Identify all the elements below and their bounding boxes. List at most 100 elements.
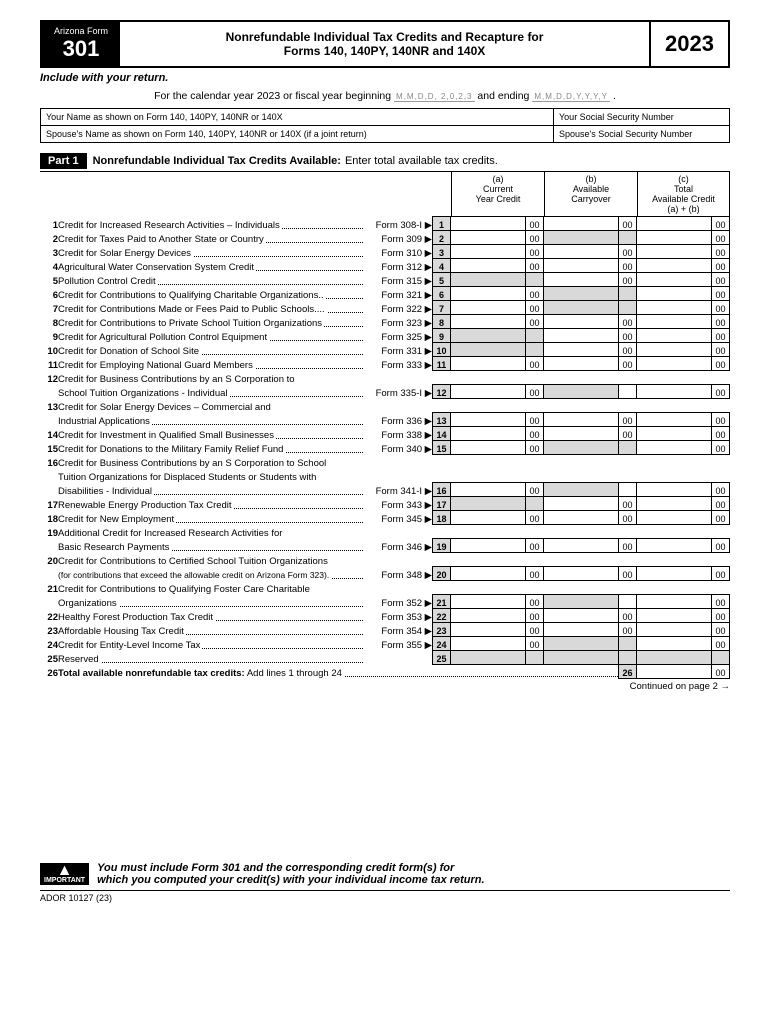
amt-b-input[interactable] (544, 637, 619, 651)
amt-a-input[interactable] (451, 273, 526, 287)
amt-c-input[interactable] (637, 329, 712, 343)
amt-a-input[interactable] (451, 287, 526, 301)
amt-a-input[interactable] (451, 595, 526, 609)
amt-a-input[interactable] (451, 329, 526, 343)
credit-row: 9 Credit for Agricultural Pollution Cont… (40, 329, 730, 343)
amt-a-input[interactable] (451, 357, 526, 371)
amt-c-input[interactable] (637, 245, 712, 259)
amt-a-input[interactable] (451, 609, 526, 623)
amt-c-input[interactable] (637, 483, 712, 497)
credit-row: 6 Credit for Contributions to Qualifying… (40, 287, 730, 301)
credit-row: 4 Agricultural Water Conservation System… (40, 259, 730, 273)
amt-c-input[interactable] (637, 637, 712, 651)
amt-b-input[interactable] (544, 511, 619, 525)
amt-a-input[interactable] (451, 231, 526, 245)
amt-c-input[interactable] (637, 497, 712, 511)
amt-c-input[interactable] (637, 343, 712, 357)
amt-b-input[interactable] (544, 273, 619, 287)
amt-b-input[interactable] (544, 567, 619, 581)
amt-c-input[interactable] (637, 511, 712, 525)
amt-c-input[interactable] (637, 273, 712, 287)
amt-b-input[interactable] (544, 539, 619, 553)
amt-a-input[interactable] (451, 441, 526, 455)
amt-c-input[interactable] (637, 217, 712, 231)
amt-c-input[interactable] (637, 357, 712, 371)
amt-c-input[interactable] (637, 315, 712, 329)
spouse-ssn-field[interactable]: Spouse's Social Security Number (554, 126, 729, 142)
include-note: Include with your return. (40, 72, 730, 84)
credit-row: 10 Credit for Donation of School Site Fo… (40, 343, 730, 357)
amt-a-input[interactable] (451, 637, 526, 651)
amt-c-input[interactable] (637, 567, 712, 581)
amt-b-input[interactable] (544, 287, 619, 301)
credit-row: 17 Renewable Energy Production Tax Credi… (40, 497, 730, 511)
total-amt-input[interactable] (637, 665, 712, 679)
amt-b-input[interactable] (544, 427, 619, 441)
fiscal-begin-input[interactable]: M,M,D,D, 2,0,2,3 (394, 92, 474, 102)
amt-c-input[interactable] (637, 259, 712, 273)
amt-b-input[interactable] (544, 301, 619, 315)
amt-b-input[interactable] (544, 385, 619, 399)
amt-c-input[interactable] (637, 539, 712, 553)
credit-row: Basic Research Payments Form 346 ▶ 19 00… (40, 539, 730, 553)
credit-row: 22 Healthy Forest Production Tax Credit … (40, 609, 730, 623)
amt-b-input[interactable] (544, 245, 619, 259)
amt-a-input[interactable] (451, 343, 526, 357)
amt-b-input[interactable] (544, 441, 619, 455)
amt-a-input[interactable] (451, 539, 526, 553)
amt-c-input[interactable] (637, 287, 712, 301)
amt-a-input[interactable] (451, 483, 526, 497)
amt-a-input[interactable] (451, 315, 526, 329)
col-b-header: (b) Available Carryover (544, 172, 637, 216)
amt-b-input[interactable] (544, 357, 619, 371)
credit-row: 5 Pollution Control Credit Form 315 ▶ 5 … (40, 273, 730, 287)
spouse-name-field[interactable]: Spouse's Name as shown on Form 140, 140P… (41, 126, 554, 142)
amt-a-input[interactable] (451, 427, 526, 441)
credit-row: (for contributions that exceed the allow… (40, 567, 730, 581)
your-name-field[interactable]: Your Name as shown on Form 140, 140PY, 1… (41, 109, 554, 125)
amt-c-input[interactable] (637, 609, 712, 623)
col-a-header: (a) Current Year Credit (451, 172, 544, 216)
amt-c-input[interactable] (637, 595, 712, 609)
amt-c-input[interactable] (637, 441, 712, 455)
amt-c-input[interactable] (637, 427, 712, 441)
amt-a-input[interactable] (451, 567, 526, 581)
amt-b-input[interactable] (544, 595, 619, 609)
amt-a-input[interactable] (451, 301, 526, 315)
amt-a-input[interactable] (451, 259, 526, 273)
amt-b-input[interactable] (544, 217, 619, 231)
amt-b-input[interactable] (544, 329, 619, 343)
amt-c-input[interactable] (637, 231, 712, 245)
amt-c-input[interactable] (637, 385, 712, 399)
tax-year: 2023 (649, 22, 728, 66)
continued-note: Continued on page 2 → (40, 681, 730, 692)
credit-row: 11 Credit for Employing National Guard M… (40, 357, 730, 371)
amt-b-input[interactable] (544, 623, 619, 637)
amt-a-input[interactable] (451, 385, 526, 399)
fiscal-end-input[interactable]: M,M,D,D,Y,Y,Y,Y (532, 92, 610, 102)
form-title: Nonrefundable Individual Tax Credits and… (120, 22, 649, 66)
amt-b-input[interactable] (544, 259, 619, 273)
footer-code: ADOR 10127 (23) (40, 893, 730, 903)
important-text: You must include Form 301 and the corres… (97, 862, 485, 886)
amt-c-input[interactable] (637, 413, 712, 427)
amt-b-input[interactable] (544, 413, 619, 427)
amt-b-input[interactable] (544, 343, 619, 357)
credit-row: 24 Credit for Entity-Level Income Tax Fo… (40, 637, 730, 651)
your-ssn-field[interactable]: Your Social Security Number (554, 109, 729, 125)
amt-b-input[interactable] (544, 231, 619, 245)
amt-a-input[interactable] (451, 413, 526, 427)
amt-a-input[interactable] (451, 217, 526, 231)
part1-header: Part 1 Nonrefundable Individual Tax Cred… (40, 153, 730, 169)
amt-a-input[interactable] (451, 623, 526, 637)
amt-a-input[interactable] (451, 245, 526, 259)
amt-a-input[interactable] (451, 497, 526, 511)
amt-b-input[interactable] (544, 609, 619, 623)
total-row: 26 Total available nonrefundable tax cre… (40, 665, 730, 679)
amt-b-input[interactable] (544, 497, 619, 511)
amt-b-input[interactable] (544, 315, 619, 329)
amt-a-input[interactable] (451, 511, 526, 525)
amt-c-input[interactable] (637, 623, 712, 637)
amt-c-input[interactable] (637, 301, 712, 315)
amt-b-input[interactable] (544, 483, 619, 497)
